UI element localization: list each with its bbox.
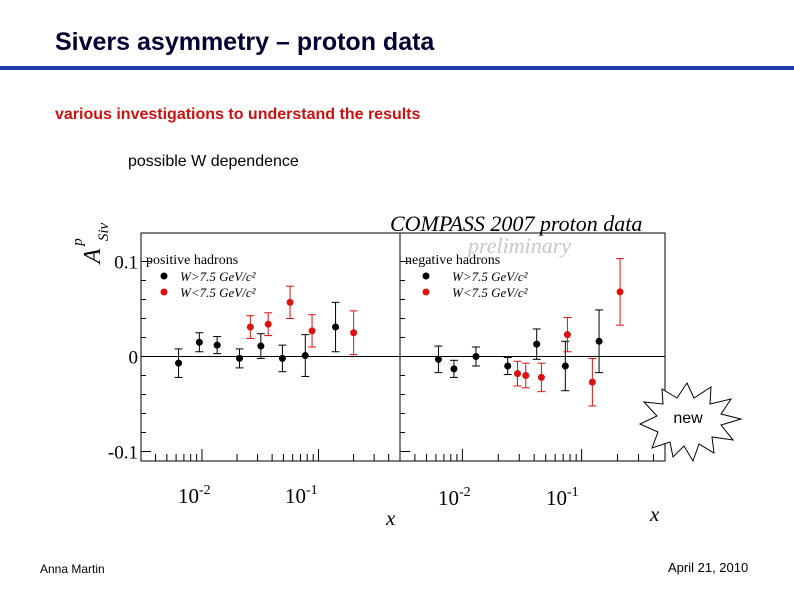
y-tick-labels: 0.1 0 -0.1 xyxy=(108,253,138,464)
x-axis-label: x xyxy=(385,506,396,530)
data-point xyxy=(235,348,244,369)
point-marker xyxy=(563,331,571,339)
data-point xyxy=(595,309,604,374)
x-tick-label: 10-1 xyxy=(285,483,318,508)
y-tick-label: -0.1 xyxy=(108,443,138,464)
x-axis-label: x xyxy=(649,502,660,526)
data-point xyxy=(521,362,530,389)
legend-low: W<7.5 GeV/c² xyxy=(180,285,257,300)
legend-marker-high xyxy=(160,272,168,280)
panel-negative-hadrons: negative hadrons W>7.5 GeV/c² W<7.5 GeV/… xyxy=(399,232,666,462)
data-point xyxy=(513,360,522,387)
point-marker xyxy=(278,354,286,362)
panel-frame xyxy=(399,232,666,462)
legend-low: W<7.5 GeV/c² xyxy=(452,285,529,300)
data-point xyxy=(561,340,570,392)
point-marker xyxy=(595,337,603,345)
data-point xyxy=(588,357,597,407)
point-marker xyxy=(561,362,569,370)
burst-shape xyxy=(638,381,743,463)
point-marker xyxy=(332,323,340,331)
footer-author: Anna Martin xyxy=(40,562,105,576)
y-tick-label: 0.1 xyxy=(114,253,138,274)
new-burst: new xyxy=(638,381,743,463)
data-point xyxy=(246,315,255,339)
point-marker xyxy=(504,362,512,370)
point-marker xyxy=(514,370,522,378)
data-point xyxy=(532,328,541,360)
chart-title: COMPASS 2007 proton data xyxy=(390,211,642,236)
point-marker xyxy=(264,320,272,328)
slide-title: Sivers asymmetry – proton data xyxy=(55,28,435,56)
legend-marker-low xyxy=(160,288,168,296)
y-tick-label: 0 xyxy=(129,348,139,369)
legend-title: negative hadrons xyxy=(405,253,500,268)
panel-positive-hadrons: positive hadrons W>7.5 GeV/c² W<7.5 GeV/… xyxy=(140,232,401,462)
point-marker xyxy=(175,359,183,367)
point-marker xyxy=(286,298,294,306)
data-point xyxy=(286,285,295,319)
data-point xyxy=(308,314,317,348)
point-marker xyxy=(213,341,221,349)
point-marker xyxy=(195,338,203,346)
data-point xyxy=(264,312,273,337)
point-marker xyxy=(246,323,254,331)
y-label-sup: p xyxy=(70,238,86,247)
data-point xyxy=(213,336,222,355)
title-rule xyxy=(0,66,794,70)
data-point xyxy=(256,333,265,359)
point-marker xyxy=(308,327,316,335)
point-marker xyxy=(301,352,309,360)
y-ticks xyxy=(141,261,151,452)
y-ticks xyxy=(400,261,410,452)
point-marker xyxy=(434,355,442,363)
legend-high: W>7.5 GeV/c² xyxy=(452,269,529,284)
footer-date: April 21, 2010 xyxy=(668,560,749,575)
slide-subtitle: various investigations to understand the… xyxy=(55,106,421,123)
data-point xyxy=(174,348,183,378)
point-marker xyxy=(533,340,541,348)
point-marker xyxy=(616,288,624,296)
burst-label: new xyxy=(673,410,703,427)
data-point xyxy=(471,346,480,367)
x-tick-label: 10-2 xyxy=(438,485,471,510)
data-point xyxy=(195,332,204,353)
data-point xyxy=(278,344,287,373)
data-points xyxy=(174,285,358,378)
x-tick-labels-left: 10-2 10-1 xyxy=(178,483,318,508)
legend-marker-high xyxy=(422,272,430,280)
x-tick-label: 10-1 xyxy=(546,485,579,510)
x-tick-labels-right: 10-2 10-1 xyxy=(438,485,579,510)
legend-high: W>7.5 GeV/c² xyxy=(180,269,257,284)
y-label-sub: Siv xyxy=(96,222,112,241)
point-marker xyxy=(350,329,358,337)
point-marker xyxy=(588,378,596,386)
legend-title: positive hadrons xyxy=(146,253,238,268)
point-marker xyxy=(537,373,545,381)
y-label-base: A xyxy=(80,248,106,265)
data-point xyxy=(331,301,340,353)
point-marker xyxy=(522,372,530,379)
x-ticks xyxy=(399,449,666,461)
data-point xyxy=(449,359,458,378)
y-axis-label: A p Siv xyxy=(70,222,112,265)
x-tick-label: 10-2 xyxy=(178,483,211,508)
point-marker xyxy=(236,354,244,362)
data-points xyxy=(434,258,625,407)
data-point xyxy=(349,310,358,356)
chart-watermark: preliminary xyxy=(466,233,571,258)
point-marker xyxy=(257,342,265,350)
data-point xyxy=(537,362,546,393)
data-point xyxy=(503,356,512,376)
x-ticks xyxy=(140,449,401,461)
data-point xyxy=(616,258,625,326)
data-point xyxy=(434,345,443,374)
data-point xyxy=(301,334,310,377)
legend-marker-low xyxy=(422,288,430,296)
point-marker xyxy=(472,353,480,360)
slide-note: possible W dependence xyxy=(128,153,299,170)
point-marker xyxy=(450,365,458,373)
data-point xyxy=(563,317,572,353)
